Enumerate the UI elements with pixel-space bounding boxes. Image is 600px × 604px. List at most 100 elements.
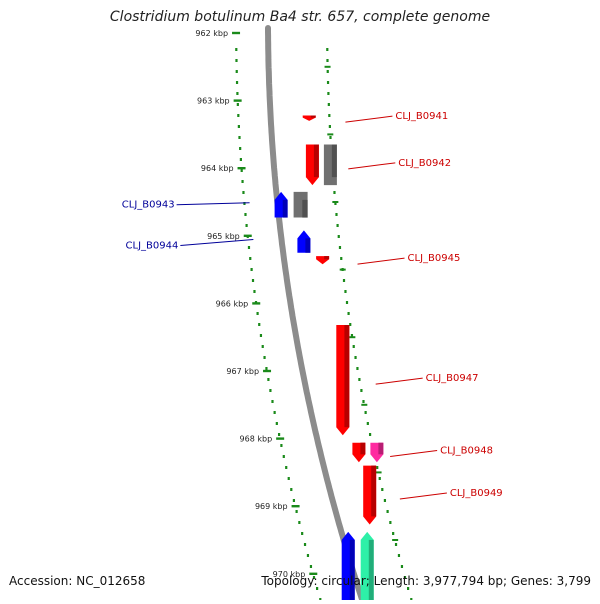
left-rail-dot (238, 136, 241, 139)
kbp-tick-label: 963 kbp (197, 97, 230, 106)
gene-label-clj-b0941[interactable]: CLJ_B0941 (345, 111, 448, 123)
right-rail-dot (333, 191, 336, 194)
left-rail-dot (236, 92, 239, 95)
right-rail-dot (326, 70, 329, 73)
gene-shade (378, 442, 384, 455)
kbp-tick-label: 965 kbp (207, 232, 240, 241)
gene-label-clj-b0948[interactable]: CLJ_B0948 (390, 445, 493, 457)
leader-line (357, 257, 405, 265)
genome-title: Clostridium botulinum Ba4 str. 657, comp… (109, 9, 491, 25)
left-rail-dot (235, 59, 238, 62)
gene-label-text[interactable]: CLJ_B0947 (426, 373, 479, 384)
right-rail-dot (352, 345, 355, 348)
gene-label-clj-b0945[interactable]: CLJ_B0945 (357, 253, 461, 265)
gene-label-clj-b0949[interactable]: CLJ_B0949 (399, 488, 503, 500)
right-rail-dot (383, 499, 387, 502)
leader-line (375, 377, 423, 385)
gene-label-text[interactable]: CLJ_B0943 (122, 200, 175, 211)
gene-label-text[interactable]: CLJ_B0942 (398, 158, 451, 169)
kbp-tick-label: 967 kbp (226, 367, 259, 376)
right-rail-dot (356, 367, 359, 370)
gene-shade (305, 238, 311, 253)
right-rail-dot (349, 323, 352, 326)
gene-shade (282, 199, 288, 218)
left-rail-dot (241, 180, 244, 183)
right-rail-dot (326, 81, 330, 84)
gene-label-clj-b0943[interactable]: CLJ_B0943 (122, 200, 250, 211)
gene-shade (313, 144, 319, 178)
kbp-minor-tick (339, 268, 346, 271)
right-rail-dot (358, 378, 361, 381)
gene-feature[interactable] (274, 191, 288, 218)
left-rail-dot (244, 213, 247, 216)
gene-feature-clj-b0945[interactable] (316, 256, 330, 265)
right-rail-dot (328, 114, 331, 117)
gene-shade (349, 539, 355, 604)
right-rail-dot (326, 48, 329, 51)
left-rail-dot (287, 477, 290, 480)
kbp-tick-mark (243, 234, 252, 237)
left-rail-dot (285, 466, 288, 469)
kbp-ruler: 962 kbp 963 kbp 964 kbp 965 kbp 966 kbp 967 k… (195, 29, 399, 579)
gene-feature[interactable] (352, 442, 366, 463)
right-rail-dot (392, 532, 395, 535)
gene-feature-clj-b0947[interactable] (336, 325, 350, 436)
right-rail-dot (400, 565, 404, 568)
right-rail-dot (403, 576, 407, 579)
gene-label-text[interactable]: CLJ_B0949 (450, 488, 503, 499)
right-rail-dot (327, 92, 330, 95)
track-rails (235, 48, 413, 601)
right-rail-dot (327, 103, 330, 106)
left-rail-dot (251, 279, 255, 282)
kbp-tick-label: 968 kbp (240, 435, 273, 444)
gene-feature-clj-b0948[interactable] (370, 442, 384, 463)
left-rail-dot (280, 444, 283, 447)
kbp-tick-label: 969 kbp (255, 502, 288, 511)
gene-shade (324, 256, 330, 260)
gene-feature-clj-b0942[interactable] (305, 144, 319, 186)
gene-track[interactable] (274, 115, 384, 604)
backbone-line (265, 25, 366, 603)
leader-line (390, 449, 438, 457)
leader-line (399, 492, 447, 500)
gene-label-text[interactable]: CLJ_B0948 (440, 445, 493, 456)
gene-feature-clj-b0944[interactable] (297, 230, 311, 253)
left-rail-dot (235, 70, 238, 73)
kbp-minor-tick (392, 539, 399, 541)
gene-label-text[interactable]: CLJ_B0944 (126, 241, 179, 252)
gene-label-clj-b0944[interactable]: CLJ_B0944 (126, 239, 254, 252)
gene-label-clj-b0942[interactable]: CLJ_B0942 (348, 158, 451, 170)
right-rail-dot (334, 202, 337, 205)
right-rail-dot (381, 488, 384, 491)
kbp-tick-mark (309, 572, 318, 575)
gene-label-text[interactable]: CLJ_B0945 (408, 253, 461, 264)
left-rail-dot (258, 323, 261, 326)
right-rail-dot (364, 411, 367, 414)
left-rail-dot (243, 202, 246, 205)
left-rail-dot (295, 510, 298, 513)
gene-shade (331, 144, 337, 178)
leader-line (176, 202, 250, 206)
left-rail-dot (259, 334, 263, 337)
right-rail-dot (347, 312, 350, 315)
gene-feature-clj-b0941[interactable] (302, 115, 316, 121)
gene-feature-clj-b0943[interactable] (293, 191, 308, 218)
gene-feature[interactable] (341, 531, 355, 604)
gene-labels[interactable]: CLJ_B0941 CLJ_B0942 CLJ_B0943 CLJ_B0944 CLJ_… (122, 111, 503, 500)
right-rail-dot (376, 466, 379, 469)
gene-feature-clj-b0949[interactable] (363, 465, 377, 525)
gene-label-clj-b0947[interactable]: CLJ_B0947 (375, 373, 479, 385)
gene-label-text[interactable]: CLJ_B0941 (395, 111, 448, 122)
left-rail-dot (237, 125, 240, 128)
right-rail-dot (336, 224, 339, 227)
gene-feature[interactable] (360, 531, 374, 604)
left-rail-dot (265, 367, 268, 370)
left-rail-dot (245, 224, 248, 227)
left-rail-dot (269, 389, 272, 392)
kbp-tick-mark (263, 369, 272, 373)
kbp-tick-mark (232, 31, 241, 35)
right-rail-dot (389, 521, 392, 524)
gene-feature[interactable] (323, 144, 337, 186)
